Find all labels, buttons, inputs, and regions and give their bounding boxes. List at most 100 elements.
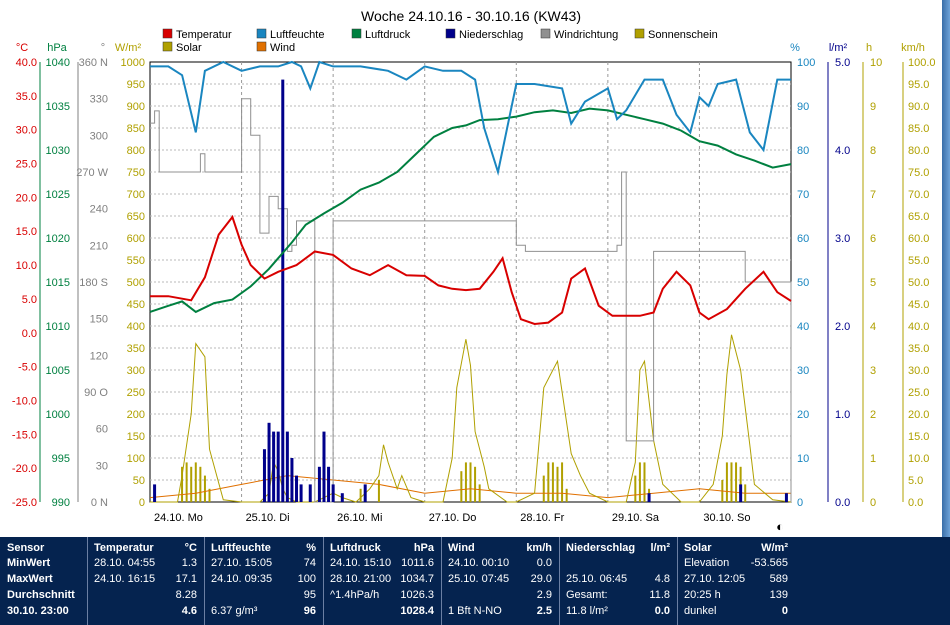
wind-direction-line [150,98,792,503]
legend-label-7: Wind [270,42,295,54]
wind-unit: km/h [526,542,552,554]
legend-swatch-4 [540,28,551,39]
max-label: MaxWert [7,573,53,585]
legend-label-0: Temperatur [176,29,232,41]
legend-swatch-1 [256,28,267,39]
sunshine-bar [725,462,728,502]
pressure-min-time: 24.10. 15:10 [330,557,392,569]
left-tick-label: 210 [90,240,108,252]
humidity-header: Luftfeuchte [211,542,271,554]
right-tick-label: 15.0 [908,431,929,443]
min-label: MinWert [7,557,51,569]
pressure-trend: ^1.4hPa/h [330,589,380,601]
right-tick-label: 3.0 [835,233,850,245]
left-tick-label: 650 [127,211,145,223]
sunshine-bar [194,462,197,502]
sunshine-bar [547,462,550,502]
sunshine-bar [638,462,641,502]
humidity-current: 96 [303,605,316,617]
right-tick-label: 50 [797,277,809,289]
humidity-min-time: 27.10. 15:05 [211,557,273,569]
right-tick-label: 70.0 [908,189,929,201]
left-tick-label: 1005 [46,365,70,377]
right-tick-label: 10.0 [908,453,929,465]
rain-current-desc: 11.8 l/m² [566,605,608,617]
solar-elevation-label: Elevation [684,557,730,569]
x-tick-label: 24.10. Mo [154,512,203,524]
right-tick-label: 80 [797,145,809,157]
left-tick-label: 1010 [46,321,70,333]
sunshine-bar [203,475,206,502]
left-tick-label: 990 [52,497,70,509]
x-tick-label: 29.10. Sa [612,512,660,524]
legend-label-4: Windrichtung [554,29,618,41]
right-tick-label: 35.0 [908,343,929,355]
left-tick-label: 40.0 [16,57,37,69]
left-tick-label: 1040 [46,57,70,69]
pressure-current: 1028.4 [400,605,434,617]
rain-bar [739,484,743,502]
stats-col-sensor: Sensor MinWert MaxWert Durchschnitt 30.1… [0,537,88,625]
wind-beaufort: 1 Bft N-NO [448,605,502,617]
sunshine-bar [464,462,467,502]
left-tick-label: 250 [127,387,145,399]
right-tick-label: 5.0 [835,57,850,69]
humidity-absolute: 6.37 g/m³ [211,605,258,617]
sunshine-bar [208,488,211,502]
right-tick-label: 30.0 [908,365,929,377]
solar-current: 0 [781,605,788,617]
solar-hours-value: 139 [769,589,788,601]
sunshine-bar [474,466,477,502]
right-axis-unit-1: l/m² [829,42,848,54]
current-label: 30.10. 23:00 [7,605,69,617]
right-tick-label: 9 [870,101,876,113]
left-tick-label: 350 [127,343,145,355]
left-tick-label: 1020 [46,233,70,245]
temperature-max: 17.1 [175,573,197,585]
rain-bar [322,431,326,502]
series-layer [149,60,792,503]
right-tick-label: 5.0 [908,475,923,487]
right-tick-label: 55.0 [908,255,929,267]
right-tick-label: 40.0 [908,321,929,333]
sunshine-bar [478,484,481,502]
right-tick-label: 75.0 [908,167,929,179]
pressure-max-time: 28.10. 21:00 [330,573,392,585]
temperature-unit: °C [184,542,197,554]
rain-bar [295,475,299,502]
wind-current: 2.5 [536,605,552,617]
right-tick-label: 100 [797,57,815,69]
right-tick-label: 20 [797,409,809,421]
sunshine-bar [556,466,559,502]
left-tick-label: 240 [90,204,108,216]
rain-max: 4.8 [654,573,670,585]
wind-min-time: 24.10. 00:10 [448,557,510,569]
left-tick-label: 450 [127,299,145,311]
left-tick-label: -20.0 [12,463,37,475]
stats-col-solar: Solar W/m² Elevation -53.565 27.10. 12:0… [677,537,795,625]
left-tick-label: 10.0 [16,260,37,272]
weather-chart: Woche 24.10.16 - 30.10.16 (KW43) Tempera… [12,8,936,534]
temperature-header: Temperatur [94,542,154,554]
right-tick-label: 1.0 [835,409,850,421]
stats-col-pressure: Luftdruck hPa 24.10. 15:10 1011.6 28.10.… [323,537,442,625]
temperature-min-time: 28.10. 04:55 [94,557,156,569]
sunshine-bar [542,475,545,502]
sunshine-bar [634,475,637,502]
legend-swatch-7 [256,41,267,52]
stats-panel: Sensor MinWert MaxWert Durchschnitt 30.1… [0,537,950,625]
left-tick-label: 700 [127,189,145,201]
right-tick-label: 1 [870,453,876,465]
left-tick-label: 0 [139,497,145,509]
left-tick-label: -15.0 [12,429,37,441]
rain-bar [262,449,266,502]
left-tick-label: 25.0 [16,159,37,171]
rain-bar [308,484,312,502]
legend: Temperatur Luftfeuchte Luftdruck Niederschl… [162,28,718,54]
stats-col-temperature: Temperatur °C 28.10. 04:55 1.3 24.10. 16… [87,537,205,625]
right-tick-label: 0 [870,497,876,509]
right-tick-label: 100.0 [908,57,936,69]
left-tick-label: 360 N [79,57,108,69]
humidity-min: 74 [303,557,316,569]
wind-line [149,475,791,499]
